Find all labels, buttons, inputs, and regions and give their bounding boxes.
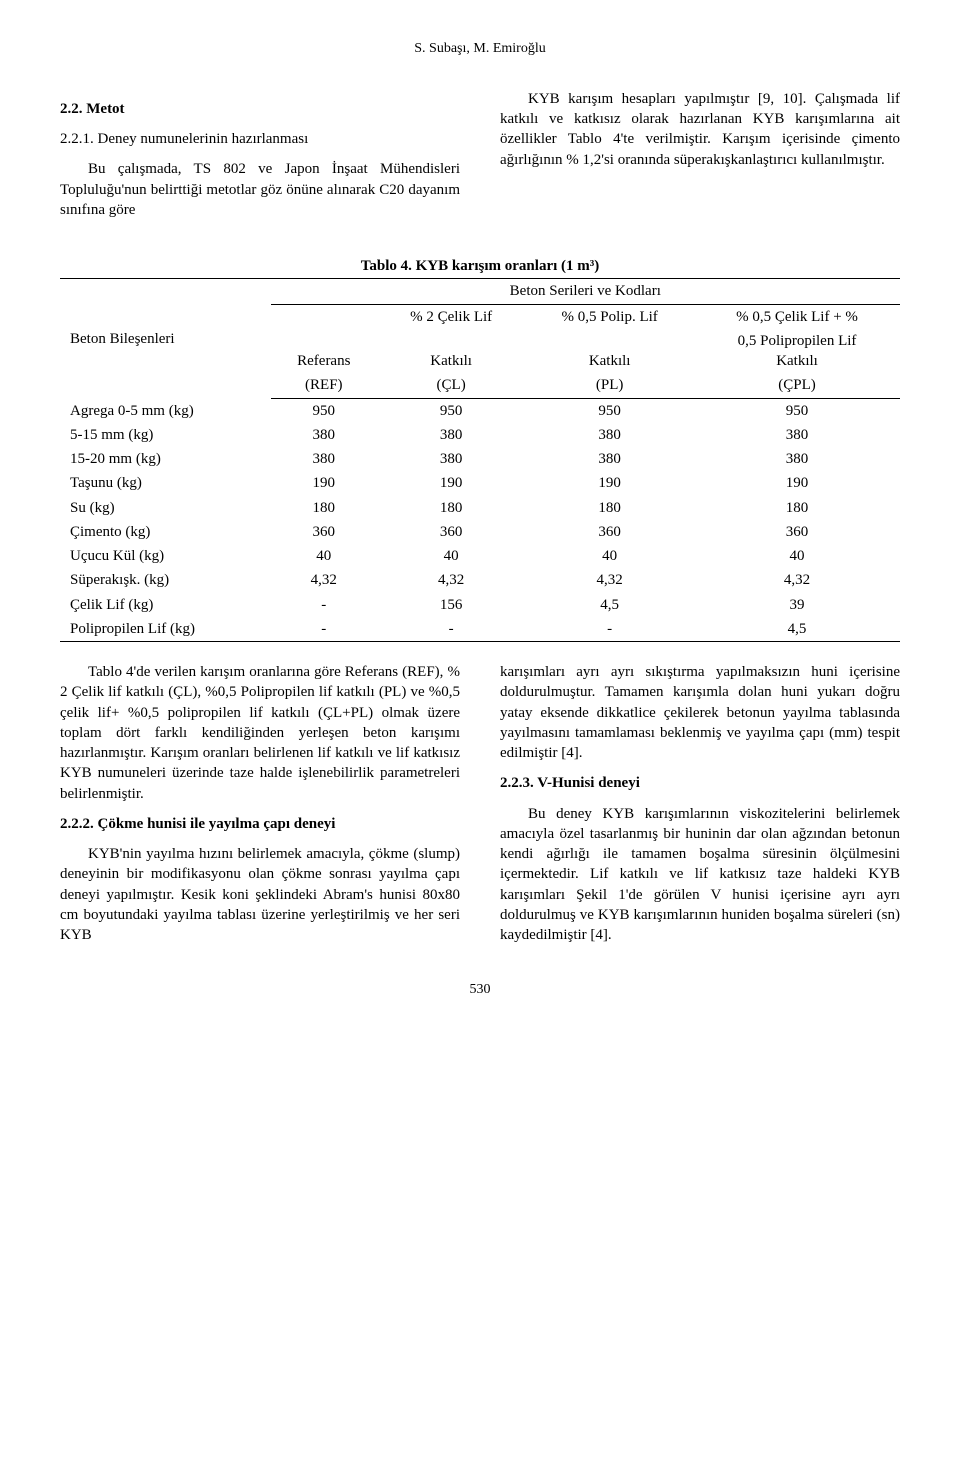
- cell-value: -: [525, 617, 694, 642]
- table-row: Süperakışk. (kg)4,324,324,324,32: [60, 568, 900, 592]
- table-caption: Tablo 4. KYB karışım oranları (1 m³): [60, 256, 900, 276]
- table-row: 15-20 mm (kg)380380380380: [60, 447, 900, 471]
- cell-value: 950: [271, 398, 377, 423]
- cell-value: 190: [694, 471, 900, 495]
- cell-value: 4,5: [694, 617, 900, 642]
- table-4: Tablo 4. KYB karışım oranları (1 m³) Bet…: [60, 256, 900, 642]
- col-ref-l3: (REF): [271, 373, 377, 398]
- table-row: Çelik Lif (kg)-1564,539: [60, 593, 900, 617]
- table-row: Polipropilen Lif (kg)---4,5: [60, 617, 900, 642]
- row-label: Çimento (kg): [60, 520, 271, 544]
- table-row: 5-15 mm (kg)380380380380: [60, 423, 900, 447]
- heading-metot: 2.2. Metot: [60, 99, 460, 119]
- row-label: Agrega 0-5 mm (kg): [60, 398, 271, 423]
- mix-table: Beton Bileşenleri Beton Serileri ve Kodl…: [60, 278, 900, 642]
- row-label: Süperakışk. (kg): [60, 568, 271, 592]
- table-header-row-1: Beton Bileşenleri Beton Serileri ve Kodl…: [60, 279, 900, 304]
- cell-value: 380: [525, 423, 694, 447]
- page-number: 530: [60, 981, 900, 1000]
- cell-value: -: [377, 617, 525, 642]
- cell-value: 380: [694, 423, 900, 447]
- col-cpl-l2: 0,5 Polipropilen LifKatkılı: [694, 329, 900, 374]
- col-pl-l3: (PL): [525, 373, 694, 398]
- heading-cokme: 2.2.2. Çökme hunisi ile yayılma çapı den…: [60, 814, 460, 834]
- cell-value: 180: [525, 496, 694, 520]
- cell-value: 4,32: [694, 568, 900, 592]
- heading-vhunisi: 2.2.3. V-Hunisi deneyi: [500, 773, 900, 793]
- table-row: Çimento (kg)360360360360: [60, 520, 900, 544]
- cell-value: 190: [525, 471, 694, 495]
- row-label: Uçucu Kül (kg): [60, 544, 271, 568]
- upper-left-column: 2.2. Metot 2.2.1. Deney numunelerinin ha…: [60, 89, 460, 226]
- col-pl-l2: Katkılı: [525, 329, 694, 374]
- cell-value: 360: [271, 520, 377, 544]
- row-label: Polipropilen Lif (kg): [60, 617, 271, 642]
- cell-value: 40: [525, 544, 694, 568]
- cell-value: 4,32: [377, 568, 525, 592]
- cell-value: 40: [694, 544, 900, 568]
- para-kyb-hesap: KYB karışım hesapları yapılmıştır [9, 10…: [500, 89, 900, 170]
- lower-left-column: Tablo 4'de verilen karışım oranlarına gö…: [60, 662, 460, 951]
- cell-value: 39: [694, 593, 900, 617]
- cell-value: 380: [377, 423, 525, 447]
- cell-value: 950: [694, 398, 900, 423]
- table-row: Agrega 0-5 mm (kg)950950950950: [60, 398, 900, 423]
- cell-value: 190: [377, 471, 525, 495]
- para-cokme: KYB'nin yayılma hızını belirlemek amacıy…: [60, 844, 460, 945]
- cell-value: 380: [271, 423, 377, 447]
- col-cpl-l1: % 0,5 Çelik Lif + %: [694, 304, 900, 329]
- para-ref-mix: Tablo 4'de verilen karışım oranlarına gö…: [60, 662, 460, 804]
- para-karisim-devam: karışımları ayrı ayrı sıkıştırma yapılma…: [500, 662, 900, 763]
- upper-columns: 2.2. Metot 2.2.1. Deney numunelerinin ha…: [60, 89, 900, 226]
- lower-columns: Tablo 4'de verilen karışım oranlarına gö…: [60, 662, 900, 951]
- cell-value: 190: [271, 471, 377, 495]
- cell-value: 360: [377, 520, 525, 544]
- row-label: Taşunu (kg): [60, 471, 271, 495]
- cell-value: 380: [377, 447, 525, 471]
- cell-value: 380: [525, 447, 694, 471]
- row-label: 5-15 mm (kg): [60, 423, 271, 447]
- row-label: 15-20 mm (kg): [60, 447, 271, 471]
- cell-value: 40: [377, 544, 525, 568]
- cell-value: 180: [694, 496, 900, 520]
- upper-right-column: KYB karışım hesapları yapılmıştır [9, 10…: [500, 89, 900, 226]
- table-row: Uçucu Kül (kg)40404040: [60, 544, 900, 568]
- table-corner: Beton Bileşenleri: [60, 279, 271, 398]
- author-header: S. Subaşı, M. Emiroğlu: [60, 40, 900, 59]
- table-subcaption: Beton Serileri ve Kodları: [271, 279, 900, 304]
- table-row: Su (kg)180180180180: [60, 496, 900, 520]
- para-vhunisi: Bu deney KYB karışımlarının viskoziteler…: [500, 804, 900, 946]
- cell-value: 4,32: [525, 568, 694, 592]
- cell-value: 950: [377, 398, 525, 423]
- table-row: Taşunu (kg)190190190190: [60, 471, 900, 495]
- col-cl-l2: Katkılı: [377, 329, 525, 374]
- lower-right-column: karışımları ayrı ayrı sıkıştırma yapılma…: [500, 662, 900, 951]
- cell-value: 180: [271, 496, 377, 520]
- col-ref-l1: [271, 304, 377, 329]
- cell-value: 360: [525, 520, 694, 544]
- cell-value: 4,32: [271, 568, 377, 592]
- cell-value: 156: [377, 593, 525, 617]
- cell-value: 180: [377, 496, 525, 520]
- row-label: Su (kg): [60, 496, 271, 520]
- cell-value: 360: [694, 520, 900, 544]
- cell-value: 4,5: [525, 593, 694, 617]
- cell-value: 380: [271, 447, 377, 471]
- cell-value: 40: [271, 544, 377, 568]
- col-ref-l2: Referans: [271, 329, 377, 374]
- row-label: Çelik Lif (kg): [60, 593, 271, 617]
- col-cl-l3: (ÇL): [377, 373, 525, 398]
- col-cpl-l4: (ÇPL): [694, 373, 900, 398]
- cell-value: -: [271, 617, 377, 642]
- cell-value: 380: [694, 447, 900, 471]
- para-numune: Bu çalışmada, TS 802 ve Japon İnşaat Müh…: [60, 159, 460, 220]
- col-pl-l1: % 0,5 Polip. Lif: [525, 304, 694, 329]
- cell-value: 950: [525, 398, 694, 423]
- subheading-numune: 2.2.1. Deney numunelerinin hazırlanması: [60, 129, 460, 149]
- col-cl-l1: % 2 Çelik Lif: [377, 304, 525, 329]
- cell-value: -: [271, 593, 377, 617]
